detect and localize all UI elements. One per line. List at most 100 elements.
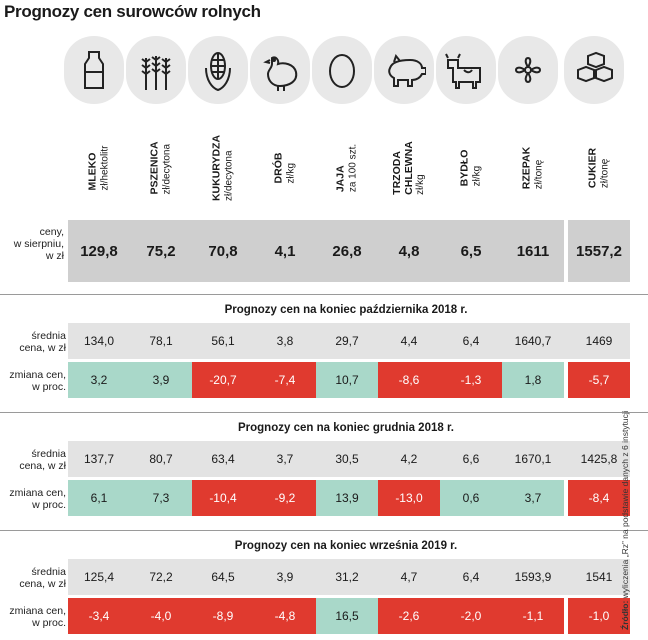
milk-bottle-icon [64, 36, 124, 104]
average-price-cell: 1541 [585, 570, 613, 584]
product-name: MLEKO [86, 152, 99, 191]
average-price-cell: 64,5 [211, 570, 235, 584]
price-change-cell: -7,4 [254, 362, 316, 398]
price-change-cell: -8,6 [378, 362, 440, 398]
average-price-label: średnia cena, w zł [19, 330, 66, 354]
price-change-cell: -1,3 [440, 362, 502, 398]
product-name-line2: CHLEWNA [402, 141, 415, 195]
price-change-cell: -3,4 [68, 598, 130, 634]
average-price-cell: 6,4 [462, 334, 480, 348]
average-price-cell: 78,1 [149, 334, 173, 348]
price-change-cell: -9,2 [254, 480, 316, 516]
price-change-cell: -4,8 [254, 598, 316, 634]
price-change-cell: 1,8 [502, 362, 564, 398]
product-unit: zł/hektolitr [99, 145, 110, 191]
chicken-icon [250, 36, 310, 104]
average-price-cell: 4,7 [400, 570, 418, 584]
product-label: TRZODA CHLEWNA zł/kg [378, 118, 440, 218]
forecast-section-title: Prognozy cen na koniec września 2019 r. [234, 540, 458, 552]
sugar-cubes-icon [564, 36, 624, 104]
product-unit: zł/tonę [533, 159, 544, 190]
price-change-cell: 3,2 [68, 362, 130, 398]
average-price-row [68, 441, 630, 477]
price-change-cell: -2,0 [440, 598, 502, 634]
average-price-cell: 134,0 [83, 334, 115, 348]
product-label: KUKURYDZA zł/decytona [192, 118, 254, 218]
pig-icon [374, 36, 434, 104]
product-name: JAJA [334, 165, 347, 193]
price-change-cell: 0,6 [440, 480, 502, 516]
forecast-section-title: Prognozy cen na koniec października 2018… [224, 304, 468, 316]
price-change-cell: -13,0 [378, 480, 440, 516]
product-name: BYDŁO [458, 149, 471, 187]
product-name: CUKIER [586, 147, 599, 189]
average-price-cell: 3,8 [276, 334, 294, 348]
product-name: DRÓB [272, 152, 285, 184]
average-price-cell: 137,7 [83, 452, 115, 466]
average-price-cell: 72,2 [149, 570, 173, 584]
price-change-label: zmiana cen, w proc. [9, 605, 66, 629]
price-change-cell: -4,0 [130, 598, 192, 634]
average-price-cell: 1593,9 [514, 570, 552, 584]
average-price-label: średnia cena, w zł [19, 566, 66, 590]
current-price-cell: 75,2 [130, 220, 192, 282]
average-price-cell: 30,5 [335, 452, 359, 466]
current-price-cell: 1557,2 [568, 220, 630, 282]
price-change-label: zmiana cen, w proc. [9, 369, 66, 393]
product-name: RZEPAK [520, 146, 533, 190]
average-price-cell: 29,7 [335, 334, 359, 348]
current-price-cell: 70,8 [192, 220, 254, 282]
product-unit: zł/decytona [161, 143, 172, 195]
average-price-row [68, 559, 630, 595]
wheat-icon [126, 36, 186, 104]
price-change-cell: 10,7 [316, 362, 378, 398]
price-change-cell: -1,0 [568, 598, 630, 634]
average-price-cell: 4,4 [400, 334, 418, 348]
section-divider [0, 412, 648, 413]
section-divider [0, 530, 648, 531]
average-price-cell: 63,4 [211, 452, 235, 466]
price-change-cell: -8,4 [568, 480, 630, 516]
average-price-cell: 1670,1 [514, 452, 552, 466]
average-price-cell: 80,7 [149, 452, 173, 466]
average-price-cell: 3,7 [276, 452, 294, 466]
source-note: Źródło: wyliczenia „Rz” na podstawie dan… [620, 410, 630, 630]
page-title: Prognozy cen surowców rolnych [4, 2, 261, 21]
average-price-cell: 3,9 [276, 570, 294, 584]
average-price-cell: 6,6 [462, 452, 480, 466]
price-change-label: zmiana cen, w proc. [9, 487, 66, 511]
price-change-cell: 13,9 [316, 480, 378, 516]
product-unit: zł/kg [471, 165, 482, 187]
product-label: RZEPAK zł/tonę [502, 118, 564, 218]
product-unit: za 100 szt. [347, 143, 358, 193]
current-price-label: ceny, w sierpniu, w zł [13, 226, 64, 262]
average-price-cell: 6,4 [462, 570, 480, 584]
corn-icon [188, 36, 248, 104]
product-name: KUKURYDZA [210, 134, 223, 202]
average-price-cell: 1425,8 [580, 452, 618, 466]
product-label: CUKIER zł/tonę [568, 118, 630, 218]
price-change-cell: 3,9 [130, 362, 192, 398]
product-label: DRÓB zł/kg [254, 118, 316, 218]
current-price-cell: 6,5 [440, 220, 502, 282]
current-price-cell: 4,1 [254, 220, 316, 282]
product-label: MLEKO zł/hektolitr [68, 118, 130, 218]
product-unit: zł/kg [414, 174, 426, 195]
rapeseed-flower-icon [498, 36, 558, 104]
cow-icon [436, 36, 496, 104]
price-change-cell: 6,1 [68, 480, 130, 516]
average-price-label: średnia cena, w zł [19, 448, 66, 472]
section-divider [0, 294, 648, 295]
price-change-cell: -5,7 [568, 362, 630, 398]
price-change-cell: -1,1 [502, 598, 564, 634]
product-label: JAJA za 100 szt. [316, 118, 378, 218]
product-name: PSZENICA [148, 141, 161, 195]
product-label: PSZENICA zł/decytona [130, 118, 192, 218]
average-price-row [68, 323, 630, 359]
forecast-section-title: Prognozy cen na koniec grudnia 2018 r. [237, 422, 454, 434]
average-price-cell: 1640,7 [514, 334, 552, 348]
current-price-cell: 26,8 [316, 220, 378, 282]
current-price-cell: 4,8 [378, 220, 440, 282]
average-price-cell: 56,1 [211, 334, 235, 348]
product-unit: zł/tonę [599, 158, 610, 189]
